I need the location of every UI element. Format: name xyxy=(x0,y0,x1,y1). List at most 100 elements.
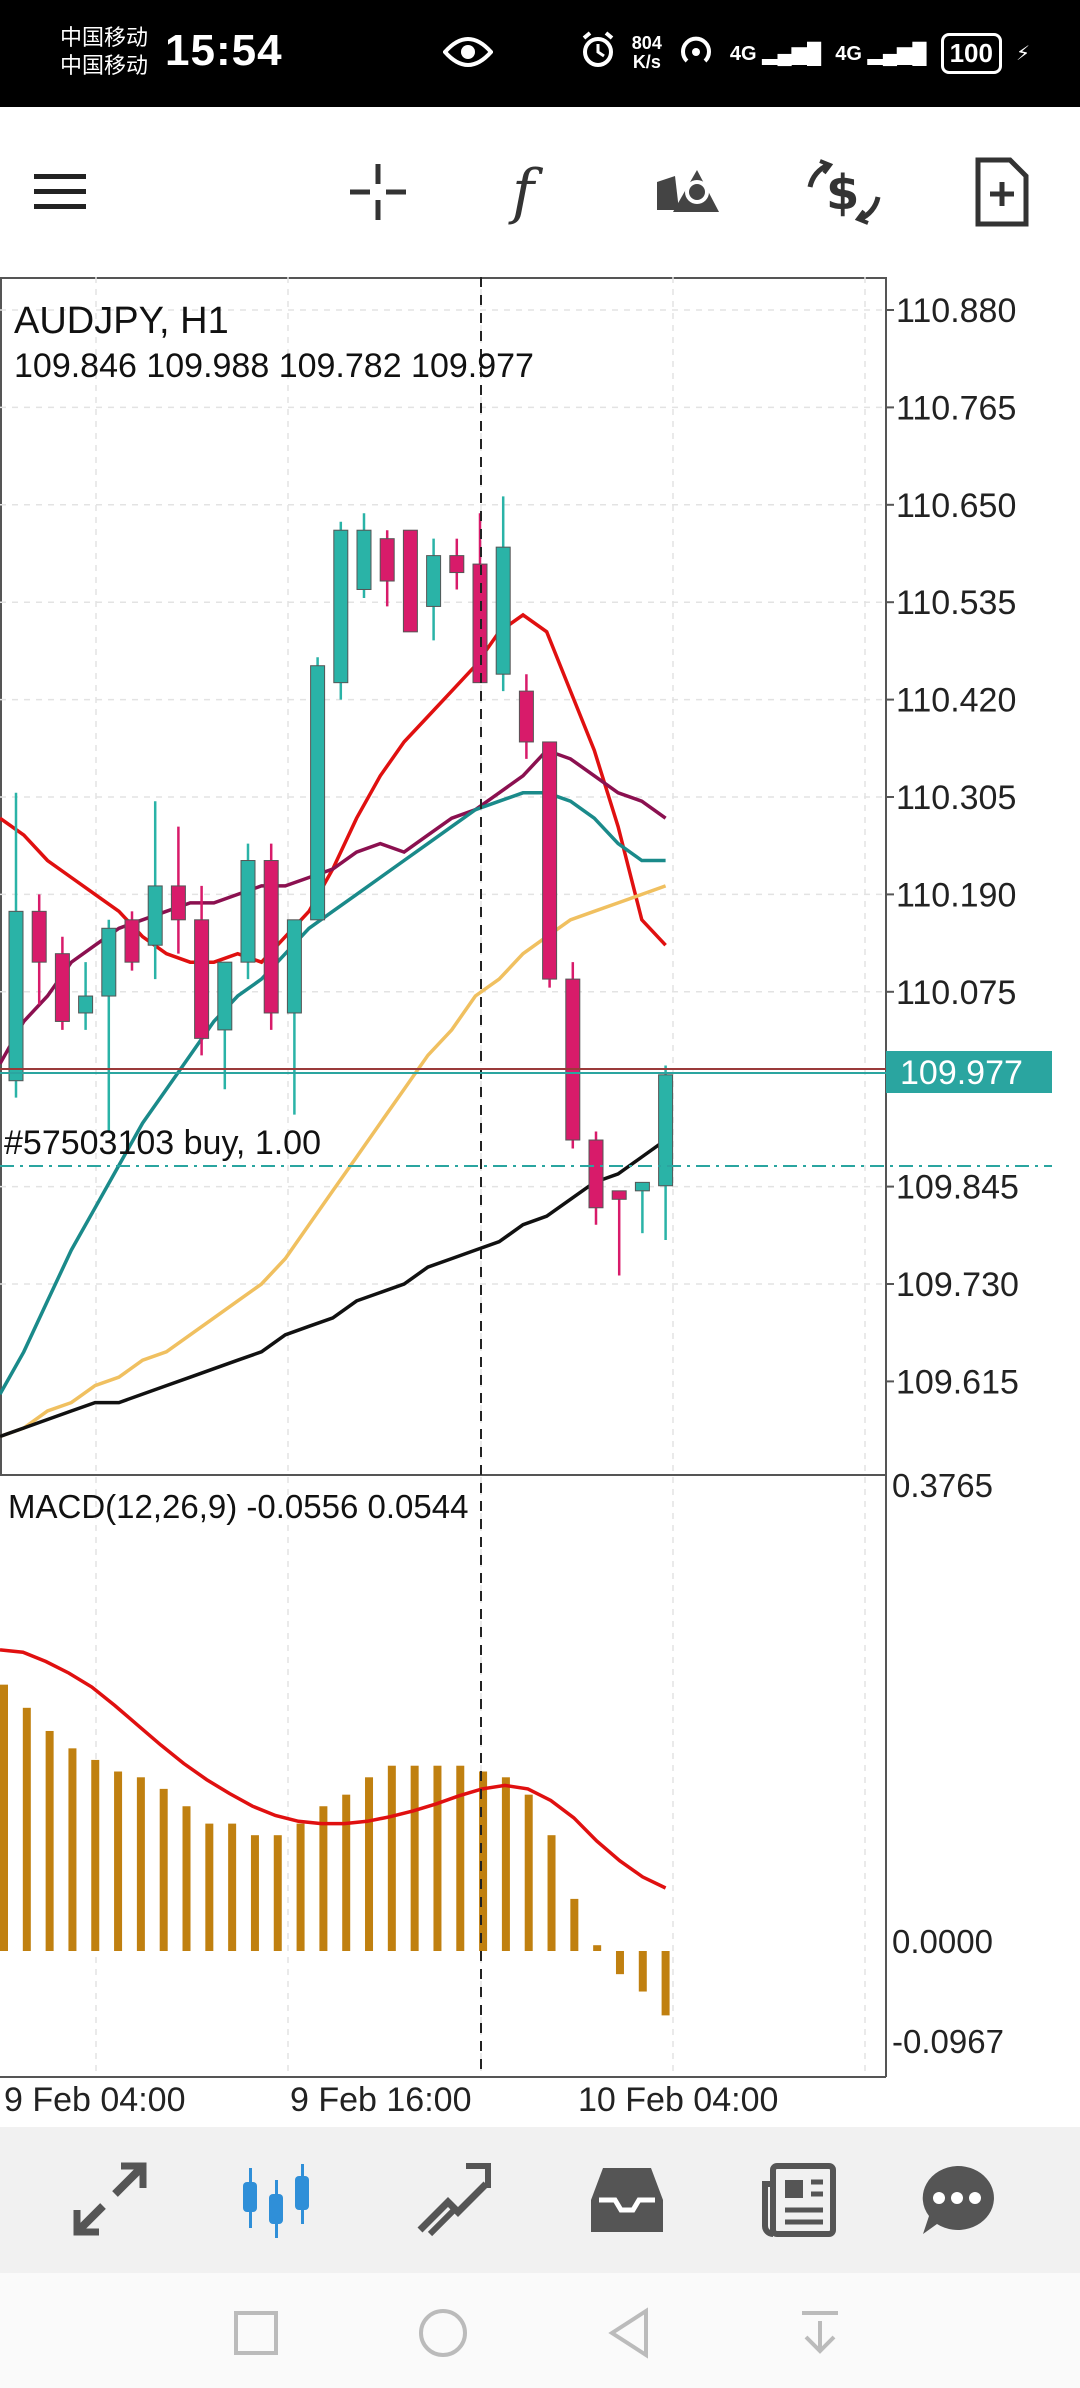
crosshair-icon[interactable] xyxy=(338,152,418,232)
candle-body xyxy=(588,1139,604,1209)
candle-body xyxy=(356,529,372,590)
new-order-icon[interactable] xyxy=(962,152,1042,232)
chat-icon[interactable] xyxy=(912,2155,1002,2245)
price-axis-label: 109.615 xyxy=(896,1363,1019,1401)
macd-histogram-bar xyxy=(250,1835,259,1951)
macd-histogram-bar xyxy=(205,1823,214,1951)
macd-axis-label: -0.0967 xyxy=(892,2023,1004,2060)
price-chart[interactable]: 110.880 110.765 110.650 110.535 110.420 110.3… xyxy=(0,277,1080,2127)
carrier-1: 中国移动 xyxy=(60,25,149,50)
macd-label: MACD(12,26,9) -0.0556 0.0544 xyxy=(8,1488,468,1525)
history-icon[interactable] xyxy=(582,2155,672,2245)
macd-histogram-bar xyxy=(524,1794,533,1951)
candle-body xyxy=(542,741,558,980)
candle-body xyxy=(54,953,70,1022)
candle-body xyxy=(634,1181,650,1192)
candle-body xyxy=(495,546,511,675)
macd-histogram-bar xyxy=(114,1771,123,1951)
macd-histogram-bar xyxy=(547,1835,556,1951)
eye-icon xyxy=(442,34,494,75)
hotspot-icon xyxy=(676,30,716,76)
back-icon[interactable] xyxy=(600,2303,660,2363)
chart-toolbar: f $ xyxy=(0,107,1080,277)
carrier-2: 中国移动 xyxy=(60,53,149,78)
indicators-icon[interactable]: f xyxy=(492,152,572,232)
macd-histogram-bar xyxy=(273,1835,282,1951)
candle-body xyxy=(124,919,140,963)
price-axis-label: 110.305 xyxy=(896,779,1016,817)
macd-histogram-bar xyxy=(319,1806,328,1951)
moving-average-line xyxy=(0,1138,667,1439)
position-label: #57503103 buy, 1.00 xyxy=(4,1124,321,1162)
status-bar: 中国移动 中国移动 15:54 804 K/s 4G ▂▄▆█ 4G ▂▄▆█ … xyxy=(0,0,1080,107)
candle-body xyxy=(217,961,233,1031)
candle-body xyxy=(379,538,395,582)
alarm-icon xyxy=(578,30,618,76)
collapse-icon[interactable] xyxy=(790,2303,850,2363)
trade-icon[interactable] xyxy=(409,2155,499,2245)
macd-histogram-bar xyxy=(22,1707,31,1951)
candle-body xyxy=(310,665,326,921)
home-icon[interactable] xyxy=(413,2303,473,2363)
macd-histogram-bar xyxy=(228,1823,237,1951)
price-axis-label: 110.075 xyxy=(896,974,1016,1012)
chart-area[interactable]: 110.880 110.765 110.650 110.535 110.420 110.3… xyxy=(0,277,1080,2127)
system-nav-bar xyxy=(0,2273,1080,2388)
macd-histogram-bar xyxy=(501,1777,510,1951)
candle-body xyxy=(240,860,256,963)
recents-icon[interactable] xyxy=(226,2303,286,2363)
macd-histogram-bar xyxy=(342,1794,351,1951)
objects-icon[interactable] xyxy=(648,152,728,232)
clock: 15:54 xyxy=(165,26,283,75)
macd-axis-label: 0.3765 xyxy=(892,1467,993,1504)
svg-text:f: f xyxy=(508,157,544,227)
charging-icon: ⚡ xyxy=(1015,42,1030,65)
candle-body xyxy=(658,1074,674,1187)
price-tag: 109.977 xyxy=(886,1051,1052,1093)
net-speed: 804 K/s xyxy=(631,33,662,72)
chart-icon[interactable] xyxy=(237,2155,327,2245)
time-axis-label: 9 Feb 16:00 xyxy=(290,2081,471,2119)
macd-histogram-bar xyxy=(387,1765,396,1951)
macd-histogram-bar xyxy=(45,1730,54,1951)
price-axis-label: 110.190 xyxy=(896,876,1016,914)
candle-body xyxy=(194,919,210,1039)
candle-body xyxy=(518,690,534,743)
candle-body xyxy=(565,978,581,1141)
axis-labels: 110.880 110.765 110.650 110.535 110.420 110.3… xyxy=(4,292,1019,2119)
menu-icon[interactable] xyxy=(20,152,100,232)
price-axis-label: 110.650 xyxy=(896,487,1016,525)
candle-body xyxy=(147,885,163,946)
price-axis-label: 110.765 xyxy=(896,389,1016,427)
news-icon[interactable] xyxy=(754,2155,844,2245)
macd-histogram-bar xyxy=(296,1823,305,1951)
signal-2: 4G ▂▄▆█ xyxy=(835,42,927,65)
candle-body xyxy=(449,555,465,574)
candle-body xyxy=(8,910,24,1082)
price-tag-bg xyxy=(886,1051,1052,1093)
candle-body xyxy=(611,1190,627,1200)
candle-body xyxy=(78,995,94,1014)
candle-body xyxy=(31,910,47,963)
macd-indicator xyxy=(0,1648,670,2016)
candle-body xyxy=(170,885,186,921)
price-tag-text: 109.977 xyxy=(900,1054,1023,1092)
macd-histogram-bar xyxy=(570,1898,579,1951)
quotes-icon[interactable] xyxy=(64,2155,154,2245)
ohlc-values: 109.846 109.988 109.782 109.977 xyxy=(14,347,534,385)
macd-histogram-bar xyxy=(479,1771,488,1951)
grid xyxy=(0,277,886,2077)
macd-histogram-bar xyxy=(0,1684,8,1951)
macd-histogram-bar xyxy=(615,1951,624,1975)
macd-histogram-bar xyxy=(410,1765,419,1951)
macd-histogram-bar xyxy=(365,1777,374,1951)
chart-overlays xyxy=(0,277,1052,2077)
battery-icon: 100 xyxy=(940,32,1002,74)
macd-histogram-bar xyxy=(661,1951,670,2016)
bottom-nav xyxy=(0,2127,1080,2273)
price-axis-label: 110.420 xyxy=(896,682,1016,720)
carrier-labels: 中国移动 中国移动 xyxy=(60,24,148,80)
price-axis-label: 110.880 xyxy=(896,292,1016,330)
timeframe-icon[interactable]: $ xyxy=(804,152,884,232)
macd-histogram-bar xyxy=(91,1759,100,1951)
